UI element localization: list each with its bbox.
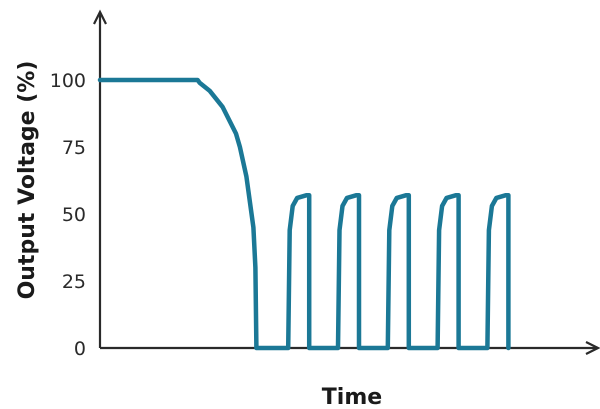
- x-axis-arrow: [585, 341, 600, 355]
- x-axis-title: Time: [322, 385, 382, 409]
- y-tick-label-25: 25: [62, 271, 86, 293]
- axes: [93, 9, 600, 355]
- y-axis-arrow: [93, 9, 107, 25]
- y-tick-label-50: 50: [62, 204, 86, 226]
- series-layer: [97, 77, 511, 351]
- y-axis-title: Output Voltage (%): [15, 61, 40, 300]
- series-line-0: [97, 77, 511, 351]
- y-tick-label-100: 100: [50, 70, 86, 92]
- y-tick-labels: 0 25 50 75 100: [50, 70, 86, 360]
- y-tick-label-75: 75: [62, 137, 86, 159]
- y-tick-label-0: 0: [74, 338, 86, 360]
